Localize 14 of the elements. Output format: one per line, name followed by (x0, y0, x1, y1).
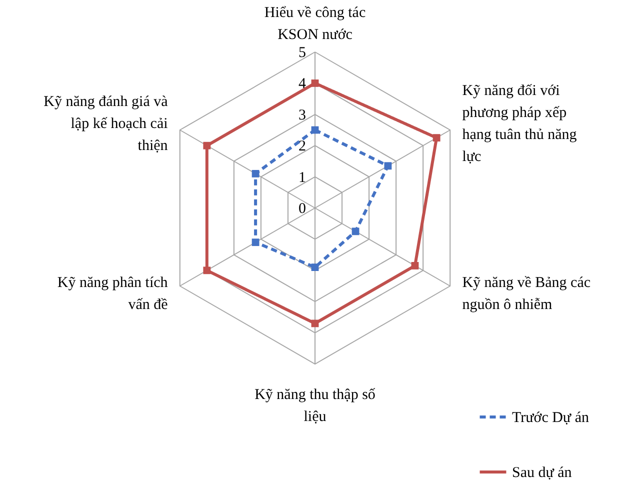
spoke-label: Kỹ năng thu thập số liệu (254, 387, 376, 425)
legend-label: Sau dự án (512, 465, 572, 481)
y-tick-label: 2 (298, 138, 306, 155)
y-tick-label: 3 (298, 107, 306, 124)
spoke-label: Kỹ năng về Bảng các nguồn ô nhiễm (462, 275, 591, 313)
y-tick-label: 0 (298, 201, 306, 217)
spoke-label: Kỹ năng đối với phương pháp xếp hạng tuân thủ năng lực (462, 83, 578, 165)
y-tick-label: 4 (298, 76, 306, 92)
spoke-label: Kỹ năng đánh giá và lập kế hoạch cải thiện (44, 94, 168, 154)
y-tick-label: 1 (298, 170, 306, 186)
spoke-label: Kỹ năng phân tích vấn đề (57, 275, 168, 313)
legend-label: Trước Dự án (512, 410, 590, 426)
spoke-label: Hiểu về công tác KSON nước (264, 5, 366, 43)
y-tick-label: 5 (298, 45, 306, 61)
